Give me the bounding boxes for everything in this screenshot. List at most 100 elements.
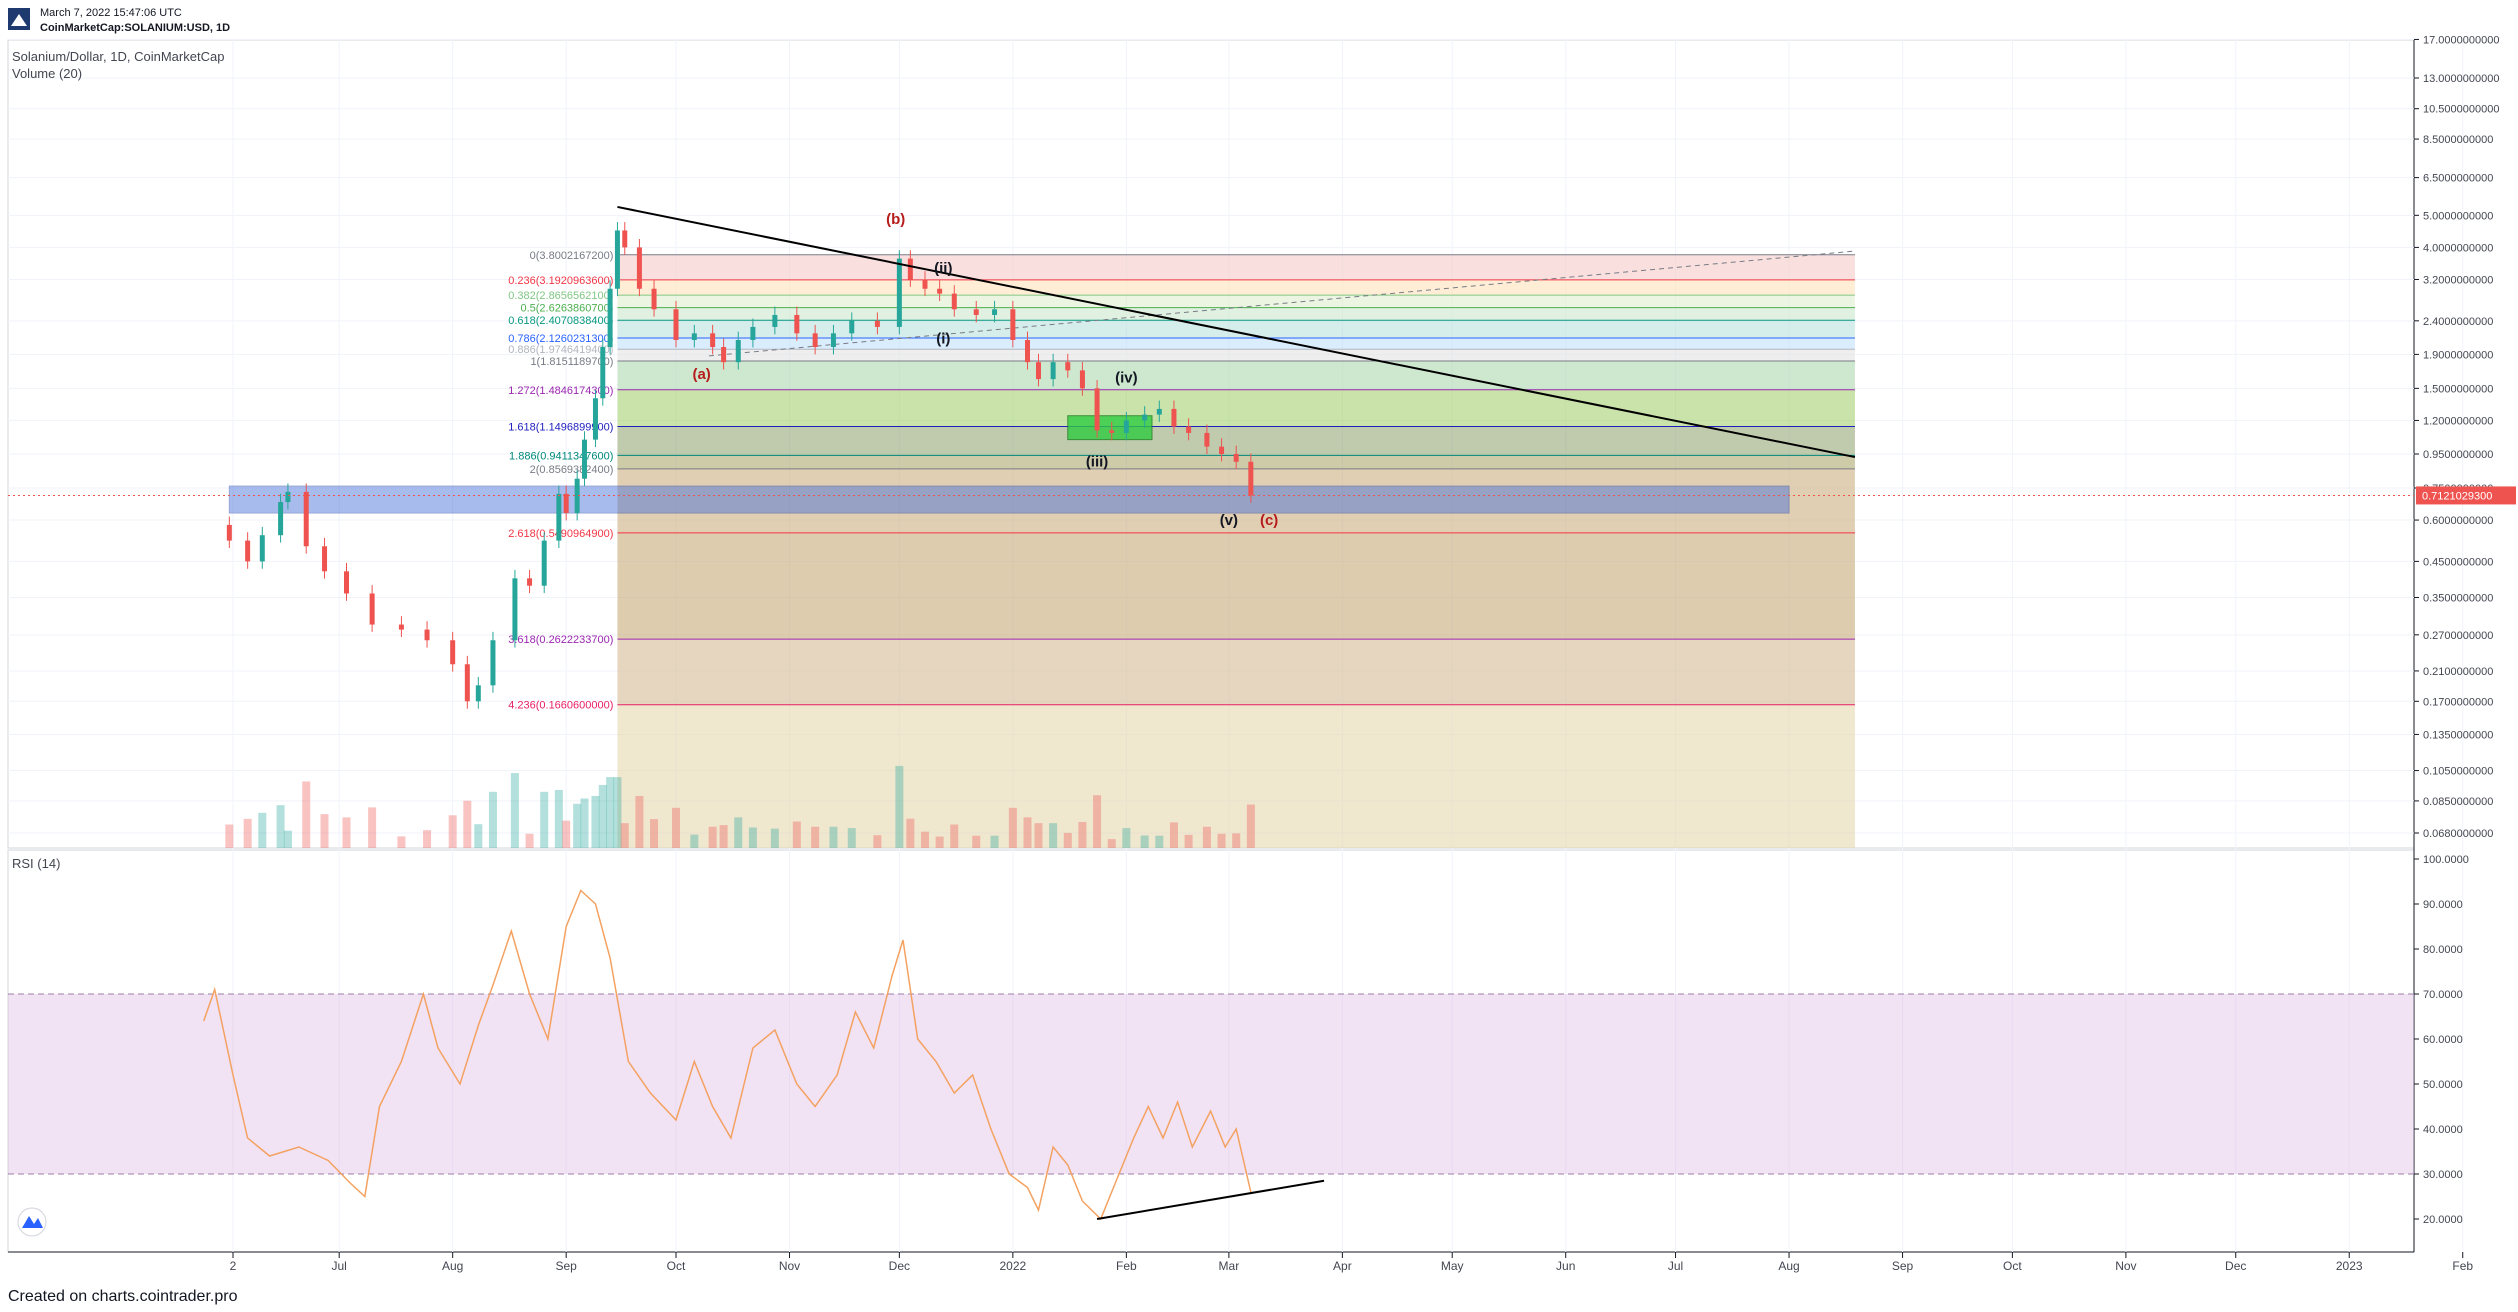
- candle-body: [259, 535, 265, 562]
- rsi-tick-label: 70.0000: [2423, 989, 2463, 1001]
- candle-body: [303, 491, 309, 547]
- consolidation-box: [1067, 415, 1153, 441]
- fib-zone: [617, 307, 1855, 321]
- candle-body: [735, 340, 741, 363]
- rsi-tick-label: 50.0000: [2423, 1079, 2463, 1091]
- volume-bar: [463, 800, 472, 848]
- candle-body: [1109, 430, 1115, 433]
- price-tick-label: 4.0000000000: [2423, 242, 2493, 254]
- volume-bar: [283, 830, 292, 848]
- time-tick-label: Feb: [2452, 1259, 2473, 1273]
- volume-bar: [488, 791, 497, 848]
- volume-bar: [342, 817, 351, 848]
- price-tick-label: 0.9500000000: [2423, 449, 2493, 461]
- candle-body: [636, 247, 642, 289]
- time-tick-label: Aug: [442, 1259, 463, 1273]
- time-tick-label: Feb: [1116, 1259, 1137, 1273]
- candle-body: [1123, 420, 1129, 433]
- fib-zone: [617, 468, 1855, 533]
- wave-label: (iii): [1086, 454, 1109, 471]
- price-tick-label: 0.1050000000: [2423, 766, 2493, 778]
- volume-bar: [734, 817, 743, 848]
- volume-bar: [302, 781, 311, 848]
- fib-level-label: 1.272(1.4846174300): [508, 385, 613, 397]
- candle-body: [896, 258, 902, 327]
- wave-label: (i): [936, 330, 950, 347]
- fib-level-label: 0(3.8002167200): [530, 250, 614, 262]
- volume-bar: [525, 833, 534, 848]
- price-tick-label: 0.2700000000: [2423, 630, 2493, 642]
- fib-diagonal-line: [708, 250, 1856, 357]
- volume-bar: [1169, 822, 1178, 848]
- price-tick-label: 10.5000000000: [2423, 104, 2499, 116]
- volume-bar: [562, 820, 571, 848]
- footer-credit: Created on charts.cointrader.pro: [8, 1288, 238, 1305]
- volume-bar: [1246, 804, 1255, 848]
- candle-body: [1065, 362, 1071, 371]
- descending-trendline: [617, 205, 1856, 459]
- candle-body: [1156, 408, 1162, 415]
- volume-bar: [1034, 823, 1043, 848]
- volume-bar: [243, 818, 252, 848]
- volume-bar: [474, 824, 483, 848]
- rsi-tick-label: 30.0000: [2423, 1169, 2463, 1181]
- volume-bar: [580, 798, 589, 848]
- candle-body: [574, 478, 580, 514]
- rsi-line: [202, 889, 1252, 1221]
- rsi-divergence-line: [1096, 1179, 1325, 1220]
- fib-zone: [617, 389, 1855, 427]
- candle-body: [874, 320, 880, 327]
- rsi-tick-label: 60.0000: [2423, 1034, 2463, 1046]
- volume-bar: [811, 826, 820, 848]
- fib-zone: [617, 295, 1855, 308]
- candle-body: [541, 540, 547, 586]
- price-tick-label: 0.0850000000: [2423, 796, 2493, 808]
- candle-body: [1050, 362, 1056, 380]
- time-tick-label: Jul: [1668, 1259, 1683, 1273]
- price-tick-label: 5.0000000000: [2423, 210, 2493, 222]
- rsi-tick-label: 80.0000: [2423, 944, 2463, 956]
- candle-body: [1035, 362, 1041, 380]
- volume-bar: [613, 777, 622, 848]
- volume-bar: [606, 777, 615, 848]
- fib-zone: [617, 532, 1855, 640]
- time-tick-label: Jun: [1556, 1259, 1575, 1273]
- price-tick-label: 0.2100000000: [2423, 666, 2493, 678]
- volume-bar: [829, 826, 838, 848]
- candle-body: [226, 524, 232, 541]
- wave-label: (v): [1220, 512, 1238, 529]
- volume-bar: [423, 830, 432, 848]
- candle-body: [512, 578, 518, 641]
- volume-bar: [1217, 833, 1226, 848]
- fib-level-label: 1(1.8151189700): [530, 356, 613, 368]
- candle-body: [1025, 340, 1031, 363]
- price-tick-label: 8.5000000000: [2423, 134, 2493, 146]
- price-tick-label: 0.1350000000: [2423, 729, 2493, 741]
- candle-body: [794, 314, 800, 334]
- fib-zone: [617, 254, 1855, 280]
- price-tick-label: 13.0000000000: [2423, 73, 2499, 85]
- volume-bar: [225, 824, 234, 848]
- rsi-tick-label: 90.0000: [2423, 899, 2463, 911]
- candle-body: [937, 288, 943, 294]
- candle-body: [1079, 370, 1085, 389]
- candle-body: [1219, 446, 1225, 455]
- candle-body: [607, 288, 613, 348]
- candle-body: [922, 279, 928, 289]
- candle-body: [278, 502, 284, 536]
- candle-body: [344, 571, 350, 594]
- price-tick-label: 0.0680000000: [2423, 828, 2493, 840]
- chart-watermark-glyph: [22, 1216, 43, 1228]
- volume-bar: [620, 823, 629, 848]
- volume-bar: [1232, 833, 1241, 848]
- volume-bar: [320, 814, 329, 848]
- volume-bar: [719, 825, 728, 848]
- candle-body: [490, 640, 496, 686]
- candle-body: [710, 333, 716, 348]
- volume-bar: [276, 805, 285, 848]
- rsi-label: RSI (14): [12, 856, 61, 871]
- candle-body: [581, 439, 587, 479]
- fib-level-label: 1.618(1.1496899900): [508, 422, 613, 434]
- fib-level-label: 2(0.8569382400): [530, 464, 614, 476]
